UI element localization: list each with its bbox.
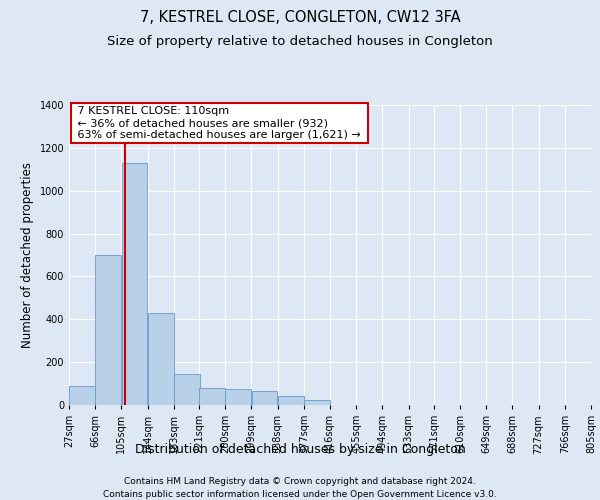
Bar	[226, 389, 251, 405]
Text: Contains HM Land Registry data © Crown copyright and database right 2024.: Contains HM Land Registry data © Crown c…	[124, 478, 476, 486]
Text: Size of property relative to detached houses in Congleton: Size of property relative to detached ho…	[107, 35, 493, 48]
Bar	[69, 386, 95, 405]
Text: 7, KESTREL CLOSE, CONGLETON, CW12 3FA: 7, KESTREL CLOSE, CONGLETON, CW12 3FA	[140, 10, 460, 25]
Bar	[304, 400, 330, 405]
Bar	[278, 396, 304, 405]
Bar	[199, 388, 225, 405]
Y-axis label: Number of detached properties: Number of detached properties	[21, 162, 34, 348]
Bar	[148, 313, 173, 405]
Bar	[122, 163, 148, 405]
Bar	[174, 374, 200, 405]
Bar	[95, 255, 121, 405]
Bar	[251, 391, 277, 405]
Text: 7 KESTREL CLOSE: 110sqm
 ← 36% of detached houses are smaller (932)
 63% of semi: 7 KESTREL CLOSE: 110sqm ← 36% of detache…	[74, 106, 364, 140]
Text: Contains public sector information licensed under the Open Government Licence v3: Contains public sector information licen…	[103, 490, 497, 499]
Text: Distribution of detached houses by size in Congleton: Distribution of detached houses by size …	[134, 442, 466, 456]
